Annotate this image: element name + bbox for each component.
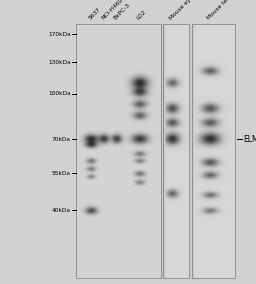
Text: 170kDa: 170kDa [48, 32, 71, 37]
Text: 5637: 5637 [87, 7, 101, 21]
Text: ELMO1: ELMO1 [243, 135, 256, 144]
Text: NCI-H460: NCI-H460 [100, 0, 124, 21]
Text: LO2: LO2 [136, 9, 147, 21]
Text: 70kDa: 70kDa [52, 137, 71, 142]
Text: Mouse testis: Mouse testis [206, 0, 236, 21]
Text: BxPC-3: BxPC-3 [113, 3, 131, 21]
Text: 40kDa: 40kDa [52, 208, 71, 213]
Text: 130kDa: 130kDa [48, 60, 71, 65]
Text: Mouse eye: Mouse eye [168, 0, 195, 21]
Text: 55kDa: 55kDa [52, 171, 71, 176]
Bar [192, 24, 235, 278]
Bar [76, 24, 161, 278]
Bar [163, 24, 189, 278]
Text: 100kDa: 100kDa [48, 91, 71, 96]
